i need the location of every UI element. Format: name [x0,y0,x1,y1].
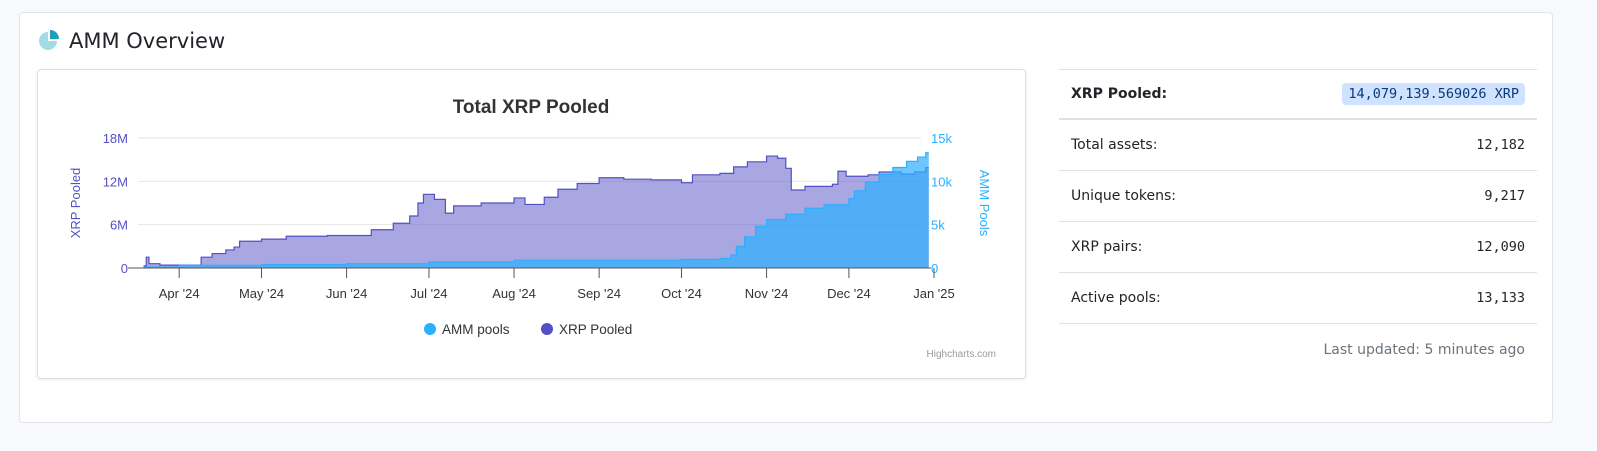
series-line-amm-pools [143,152,929,268]
stat-row-xrp-pooled: XRP Pooled: 14,079,139.569026 XRP [1059,69,1537,120]
y-tick-left: 12M [103,174,128,189]
stat-label: Total assets: [1071,137,1158,153]
stat-value: 13,133 [1476,290,1525,306]
y-tick-right: 0 [931,261,938,276]
x-tick-label: Aug '24 [492,286,536,301]
y-tick-left: 6M [110,218,128,233]
x-tick-label: Sep '24 [577,286,621,301]
series-area-xrp-pooled [143,156,929,268]
stats-table: XRP Pooled: 14,079,139.569026 XRP Total … [1059,69,1537,358]
legend-marker [424,323,436,335]
stat-label: Unique tokens: [1071,188,1176,204]
stat-row-total-assets: Total assets: 12,182 [1059,120,1537,171]
x-tick-label: Jan '25 [913,286,955,301]
stat-row-active-pools: Active pools: 13,133 [1059,273,1537,324]
amm-overview-card: AMM Overview Total XRP Pooled 0 6M 12M 18M 0 5… [19,12,1553,423]
xrp-pooled-chart: Total XRP Pooled 0 6M 12M 18M 0 5k 10k 15k XRP Po… [68,97,996,360]
y-axis-label-left: XRP Pooled [68,168,83,239]
y-tick-left: 18M [103,131,128,146]
pie-chart-icon [39,30,59,50]
xrp-pooled-badge: 14,079,139.569026 XRP [1342,83,1525,105]
series-area-amm-pools [143,152,929,268]
y-tick-right: 10k [931,174,952,189]
chart-container: Total XRP Pooled 0 6M 12M 18M 0 5k 10k 15k XRP Po… [37,69,1026,379]
stat-value: 12,182 [1476,137,1525,153]
x-tick-label: Apr '24 [159,286,200,301]
x-tick-label: Jul '24 [410,286,447,301]
stat-label: XRP pairs: [1071,239,1143,255]
x-tick-label: Oct '24 [661,286,702,301]
last-updated: Last updated: 5 minutes ago [1323,342,1525,358]
stat-value: 9,217 [1484,188,1525,204]
y-tick-right: 15k [931,131,952,146]
page-title: AMM Overview [69,29,226,53]
legend-item-xrp-pooled[interactable]: XRP Pooled [559,322,632,337]
chart-title: Total XRP Pooled [453,97,610,118]
legend-item-amm-pools[interactable]: AMM pools [442,322,510,337]
stat-row-unique-tokens: Unique tokens: 9,217 [1059,171,1537,222]
x-tick-label: Nov '24 [745,286,789,301]
y-tick-left: 0 [121,261,128,276]
stat-row-xrp-pairs: XRP pairs: 12,090 [1059,222,1537,273]
series-line-xrp-pooled [143,155,929,267]
stat-label: XRP Pooled: [1071,86,1168,102]
stat-label: Active pools: [1071,290,1161,306]
x-tick-label: Jun '24 [326,286,368,301]
highcharts-credit: Highcharts.com [927,349,996,360]
x-tick-label: May '24 [239,286,284,301]
y-axis-label-right: AMM Pools [977,170,992,237]
x-tick-label: Dec '24 [827,286,871,301]
y-tick-right: 5k [931,218,945,233]
legend-marker [541,323,553,335]
card-header: AMM Overview [37,29,225,53]
stat-value: 12,090 [1476,239,1525,255]
